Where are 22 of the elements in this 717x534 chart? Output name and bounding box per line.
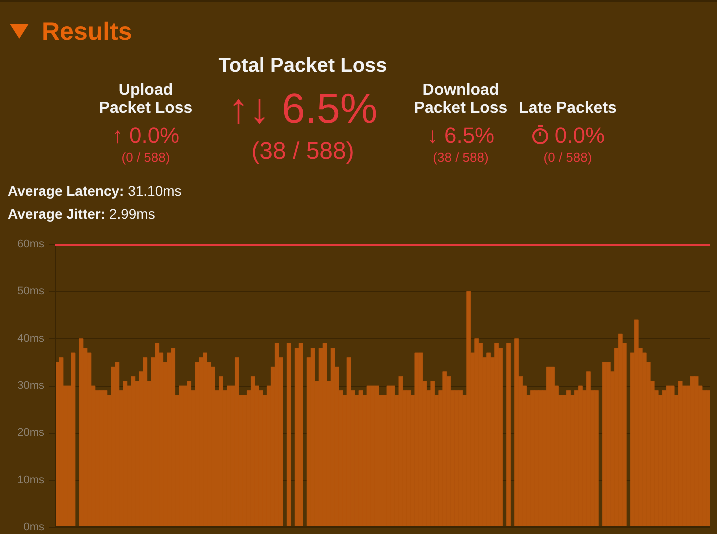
text: (38 / 588) (252, 138, 354, 165)
y-tick-label: 0ms (24, 522, 45, 534)
text: (0 / 588) (544, 150, 592, 165)
text: (38 / 588) (433, 150, 489, 165)
y-tick-label: 60ms (18, 238, 45, 250)
text: ↑ 0.0% (112, 123, 180, 148)
text: ↑↓ 6.5% (228, 85, 378, 132)
text: Upload Packet Loss (99, 82, 193, 117)
text: (0 / 588) (122, 150, 170, 165)
y-tick-label: 10ms (18, 474, 45, 486)
text: Download Packet Loss (414, 82, 508, 117)
text: Total Packet Loss (218, 55, 388, 77)
chart-title: Results (42, 18, 132, 46)
text: 0.0% (554, 123, 606, 148)
y-tick-label: 30ms (18, 380, 45, 392)
text: Late Packets (519, 100, 617, 117)
y-tick-label: 40ms (18, 332, 45, 345)
text: Average Latency: 31.10ms (8, 183, 182, 199)
text: ↓ 6.5% (427, 123, 495, 148)
y-tick-label: 50ms (18, 286, 45, 298)
text: Average Jitter: 2.99ms (8, 206, 156, 222)
y-tick-label: 20ms (18, 427, 45, 440)
